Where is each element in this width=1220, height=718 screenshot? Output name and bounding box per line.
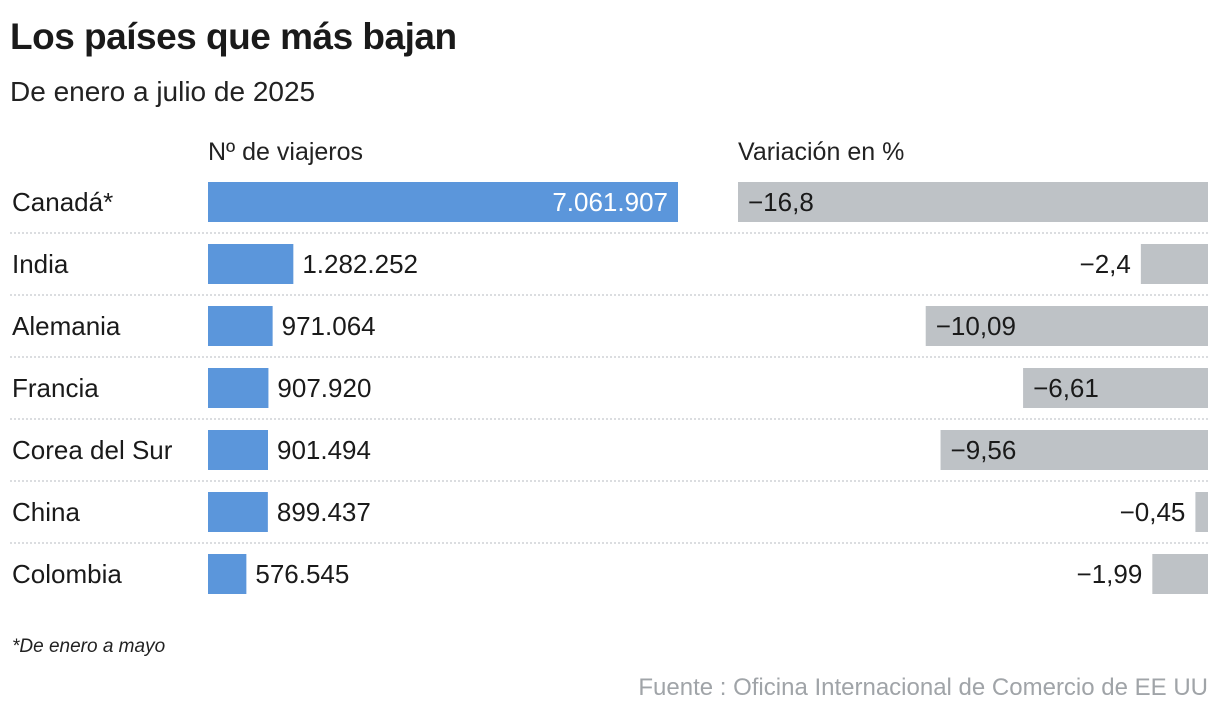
bar-travelers	[208, 244, 294, 284]
bar-travelers	[208, 182, 678, 222]
bar-travelers	[208, 368, 269, 408]
value-label-travelers: 899.437	[277, 497, 371, 527]
value-label-travelers: 1.282.252	[302, 249, 418, 279]
value-label-variation: −2,4	[1080, 249, 1131, 279]
category-label: Corea del Sur	[12, 435, 173, 465]
value-label-travelers: 576.545	[255, 559, 349, 589]
bar-travelers	[208, 306, 273, 346]
category-label: Francia	[12, 373, 99, 403]
value-label-variation: −0,45	[1120, 497, 1186, 527]
value-label-variation: −1,99	[1077, 559, 1143, 589]
value-label-travelers: 907.920	[277, 373, 371, 403]
value-label-travelers: 901.494	[277, 435, 371, 465]
chart-subtitle: De enero a julio de 2025	[10, 76, 316, 107]
category-label: India	[12, 249, 69, 279]
footnote: *De enero a mayo	[12, 636, 166, 657]
chart-title: Los países que más bajan	[10, 16, 457, 57]
column-header-travelers: Nº de viajeros	[208, 138, 364, 166]
category-label: Colombia	[12, 559, 122, 589]
value-label-variation: −10,09	[936, 311, 1016, 341]
bar-variation	[1023, 368, 1208, 408]
value-label-variation: −16,8	[748, 187, 814, 217]
category-label: China	[12, 497, 80, 527]
bar-variation	[1152, 554, 1208, 594]
bar-travelers	[208, 492, 268, 532]
bar-travelers	[208, 430, 268, 470]
bar-variation	[738, 182, 1208, 222]
source-note: Fuente : Oficina Internacional de Comerc…	[638, 674, 1208, 701]
bar-variation	[940, 430, 1208, 470]
category-label: Alemania	[12, 311, 121, 341]
value-label-travelers: 971.064	[282, 311, 376, 341]
column-header-variation: Variación en %	[738, 138, 905, 166]
value-label-variation: −9,56	[951, 435, 1017, 465]
category-label: Canadá*	[12, 187, 113, 217]
bar-variation	[925, 306, 1208, 346]
value-label-travelers: 7.061.907	[552, 187, 668, 217]
bar-variation	[1195, 492, 1208, 532]
value-label-variation: −6,61	[1033, 373, 1099, 403]
bar-travelers	[208, 554, 247, 594]
bar-variation	[1140, 244, 1208, 284]
